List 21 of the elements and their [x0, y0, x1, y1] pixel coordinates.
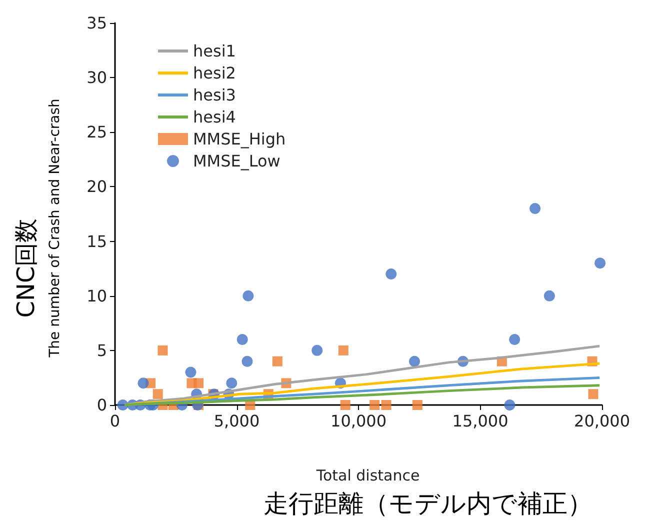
legend-label: MMSE_High — [193, 130, 286, 148]
y-tick-label: 0 — [96, 396, 107, 414]
legend-label: hesi2 — [193, 64, 236, 82]
x-axis-title: Total distance 走行距離（モデル内で補正） — [264, 466, 592, 518]
legend-label: hesi4 — [193, 108, 236, 126]
legend-label: hesi3 — [193, 86, 236, 104]
x-tick-label: 20,000 — [574, 412, 630, 430]
y-tick-label: 10 — [86, 286, 107, 306]
x-tick-label: 5,000 — [214, 412, 260, 430]
x-tick-label: 10,000 — [330, 412, 386, 430]
y-tick-label: 5 — [96, 340, 107, 360]
legend-label: MMSE_Low — [193, 152, 280, 170]
y-axis-title: CNC回数 The number of Crash and Near-crash — [12, 98, 63, 358]
y-tick-label: 20 — [86, 177, 107, 196]
legend-label: hesi1 — [193, 42, 236, 60]
y-tick-label: 35 — [86, 14, 107, 32]
y-tick-label: 25 — [86, 122, 107, 142]
y-tick-label: 30 — [86, 68, 107, 88]
y-tick-label: 15 — [86, 232, 107, 251]
x-tick-label: 15,000 — [452, 412, 508, 430]
x-tick-label: 0 — [110, 412, 120, 430]
